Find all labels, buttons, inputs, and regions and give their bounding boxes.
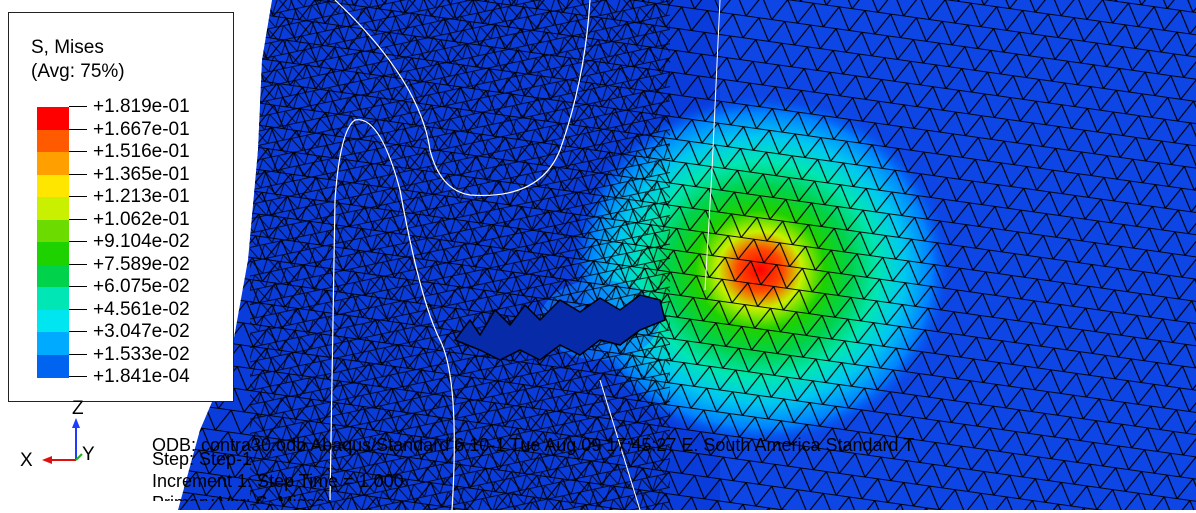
legend-value-label: +6.075e-02 <box>69 277 190 297</box>
legend-swatch <box>37 174 69 198</box>
legend-value-label: +3.047e-02 <box>69 322 190 342</box>
legend-color-bar <box>37 107 69 378</box>
axis-triad: Z X Y <box>18 398 118 472</box>
legend-swatch <box>37 287 69 310</box>
legend-subtitle: (Avg: 75%) <box>31 61 125 82</box>
triad-y-label: Y <box>82 444 95 465</box>
legend-swatch <box>37 354 69 378</box>
legend-value-label: +4.561e-02 <box>69 299 190 320</box>
contour-legend: S, Mises (Avg: 75%) +1.819e-01 +1.667e-01… <box>8 12 234 402</box>
legend-swatch <box>37 152 69 175</box>
legend-value-label: +1.062e-01 <box>69 209 190 230</box>
step-info-line: Step: Step-1 <box>152 449 253 469</box>
legend-swatch <box>37 197 69 220</box>
legend-value-label: +9.104e-02 <box>69 232 190 252</box>
legend-swatch <box>37 332 69 355</box>
mesh-body <box>178 0 1196 510</box>
triad-z-label: Z <box>72 398 84 419</box>
legend-value-label: +1.533e-02 <box>69 344 190 365</box>
legend-value-label: +1.365e-01 <box>69 164 190 185</box>
triad-x-label: X <box>20 450 33 471</box>
legend-value-label: +1.819e-01 <box>69 97 190 117</box>
triad-arrows <box>42 418 83 464</box>
legend-value-label: +1.841e-04 <box>69 367 190 387</box>
odb-info-line: ODB: contra30.odb Abaqus/Standard 6.10-1… <box>152 435 915 455</box>
primary-var-info-line: Primary Var: S, Mises <box>152 493 325 501</box>
legend-value-label: +1.516e-01 <box>69 142 190 162</box>
legend-swatch <box>37 264 69 288</box>
legend-value-label: +1.667e-01 <box>69 119 190 140</box>
legend-swatch <box>37 242 69 265</box>
legend-value-label: +7.589e-02 <box>69 254 190 275</box>
legend-value-label: +1.213e-01 <box>69 187 190 207</box>
legend-swatch <box>37 309 69 333</box>
legend-swatch <box>37 219 69 243</box>
legend-swatch <box>37 107 69 130</box>
legend-title: S, Mises <box>31 37 104 58</box>
increment-info-line: Increment 1: Step Time = 1.000 <box>152 471 404 491</box>
legend-swatch <box>37 129 69 153</box>
